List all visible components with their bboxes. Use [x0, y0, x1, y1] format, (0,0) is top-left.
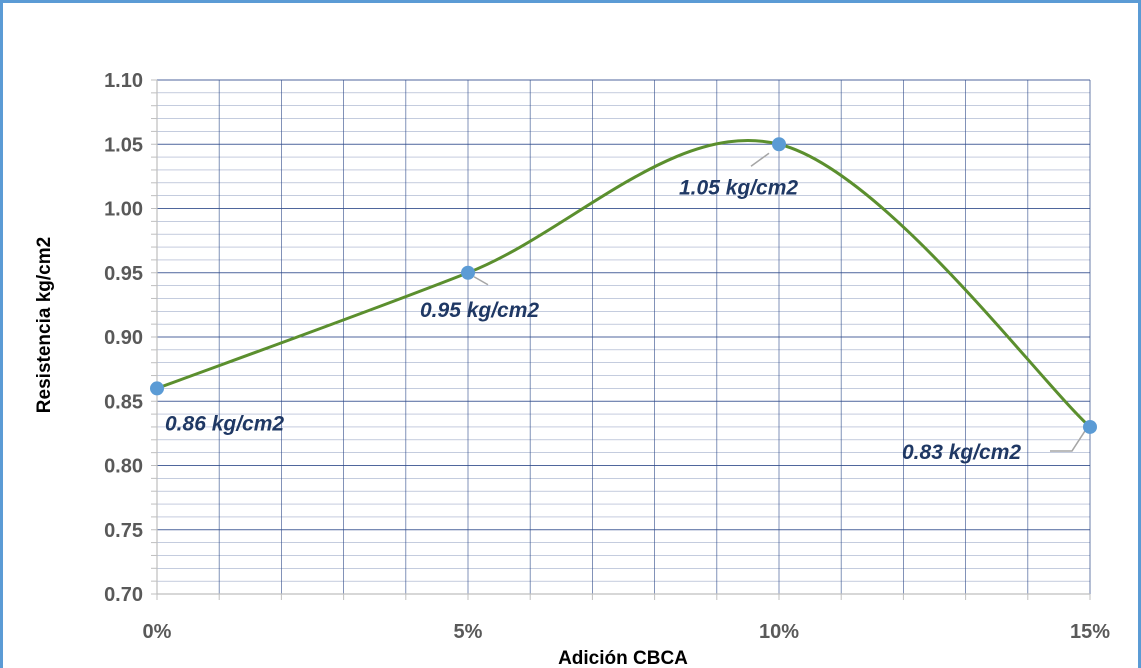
y-tick-label: 0.75 — [104, 520, 143, 542]
data-label: 0.86 kg/cm2 — [165, 412, 284, 435]
data-point — [461, 265, 475, 280]
data-label: 0.83 kg/cm2 — [902, 441, 1021, 464]
series-line — [156, 139, 1092, 429]
y-tick-label: 0.70 — [104, 584, 143, 606]
data-point — [150, 381, 164, 396]
axes — [151, 79, 1091, 600]
leader-line — [473, 276, 489, 286]
y-tick-label: 1.10 — [104, 70, 143, 92]
x-tick-label: 0% — [143, 621, 172, 643]
y-tick-label: 1.00 — [104, 199, 143, 221]
y-tick-label: 0.90 — [104, 327, 143, 349]
label-leader-lines — [473, 152, 1086, 452]
series-markers — [150, 137, 1097, 434]
y-tick-labels: 0.70 0.75 0.80 0.85 0.90 0.95 1.00 1.05 1.10 — [104, 70, 143, 606]
data-label: 0.95 kg/cm2 — [420, 299, 539, 322]
data-point — [772, 137, 786, 152]
y-tick-label: 1.05 — [104, 134, 143, 156]
x-tick-label: 10% — [759, 621, 799, 643]
x-tick-label: 5% — [454, 621, 483, 643]
x-tick-labels: 0% 5% 10% 15% — [143, 621, 1111, 643]
leader-line — [750, 152, 770, 167]
x-tick-label: 15% — [1070, 621, 1110, 643]
y-tick-label: 0.80 — [104, 456, 143, 478]
y-tick-label: 0.85 — [104, 391, 143, 413]
data-labels: 0.86 kg/cm2 0.95 kg/cm2 1.05 kg/cm2 0.83 kg… — [165, 176, 1021, 464]
y-axis-title: Resistencia kg/cm2 — [34, 237, 55, 413]
leader-line — [1050, 430, 1086, 452]
data-label: 1.05 kg/cm2 — [679, 176, 798, 199]
x-axis-title: Adición CBCA — [558, 648, 688, 668]
data-point — [1083, 419, 1097, 434]
y-tick-label: 0.95 — [104, 263, 143, 285]
